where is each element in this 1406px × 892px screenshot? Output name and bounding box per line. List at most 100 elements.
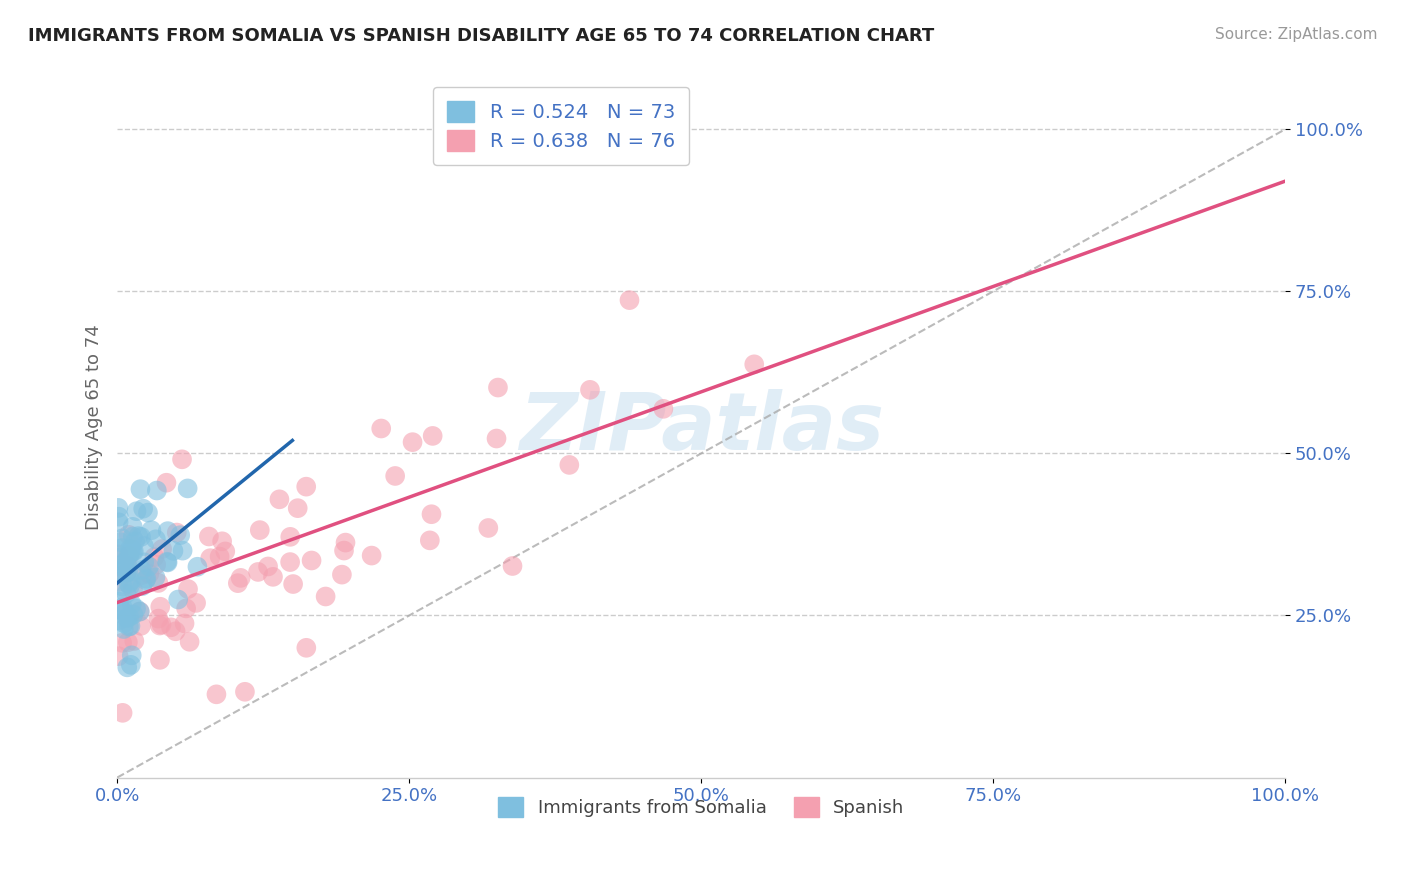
- Point: [166, 525, 188, 540]
- Point: [229, 571, 252, 585]
- Point: [121, 520, 143, 534]
- Point: [384, 469, 406, 483]
- Point: [115, 566, 138, 580]
- Point: [107, 649, 129, 664]
- Point: [125, 504, 148, 518]
- Point: [179, 634, 201, 648]
- Point: [155, 475, 177, 490]
- Point: [107, 516, 129, 530]
- Point: [269, 492, 291, 507]
- Point: [108, 509, 131, 524]
- Point: [118, 549, 141, 563]
- Point: [122, 544, 145, 558]
- Point: [177, 582, 200, 596]
- Point: [176, 482, 198, 496]
- Point: [295, 480, 318, 494]
- Point: [156, 556, 179, 570]
- Point: [112, 622, 135, 636]
- Point: [121, 648, 143, 663]
- Point: [149, 599, 172, 614]
- Point: [124, 634, 146, 648]
- Point: [226, 576, 249, 591]
- Point: [115, 558, 138, 572]
- Point: [184, 596, 207, 610]
- Point: [156, 524, 179, 538]
- Point: [131, 563, 153, 577]
- Point: [486, 380, 509, 394]
- Point: [120, 657, 142, 672]
- Point: [419, 533, 441, 548]
- Point: [148, 612, 170, 626]
- Point: [145, 558, 167, 572]
- Point: [149, 653, 172, 667]
- Point: [143, 550, 166, 565]
- Point: [111, 532, 134, 546]
- Text: IMMIGRANTS FROM SOMALIA VS SPANISH DISABILITY AGE 65 TO 74 CORRELATION CHART: IMMIGRANTS FROM SOMALIA VS SPANISH DISAB…: [28, 27, 935, 45]
- Legend: Immigrants from Somalia, Spanish: Immigrants from Somalia, Spanish: [491, 790, 911, 824]
- Point: [174, 601, 197, 615]
- Point: [145, 570, 167, 584]
- Point: [249, 523, 271, 537]
- Point: [127, 529, 149, 543]
- Point: [558, 458, 581, 472]
- Y-axis label: Disability Age 65 to 74: Disability Age 65 to 74: [86, 325, 103, 531]
- Point: [135, 573, 157, 587]
- Point: [115, 566, 138, 580]
- Point: [118, 528, 141, 542]
- Point: [148, 576, 170, 591]
- Point: [107, 613, 129, 627]
- Point: [333, 543, 356, 558]
- Point: [117, 635, 139, 649]
- Point: [120, 619, 142, 633]
- Point: [136, 506, 159, 520]
- Point: [173, 616, 195, 631]
- Point: [160, 620, 183, 634]
- Point: [149, 618, 172, 632]
- Point: [150, 541, 173, 556]
- Point: [114, 606, 136, 620]
- Point: [128, 605, 150, 619]
- Point: [107, 574, 129, 589]
- Point: [170, 452, 193, 467]
- Point: [108, 566, 131, 580]
- Point: [129, 482, 152, 496]
- Point: [281, 577, 304, 591]
- Point: [233, 685, 256, 699]
- Point: [115, 586, 138, 600]
- Point: [138, 566, 160, 581]
- Point: [370, 421, 392, 435]
- Point: [315, 590, 337, 604]
- Point: [335, 535, 357, 549]
- Point: [278, 530, 301, 544]
- Point: [167, 592, 190, 607]
- Point: [117, 566, 139, 580]
- Point: [141, 523, 163, 537]
- Point: [117, 559, 139, 574]
- Point: [502, 559, 524, 574]
- Point: [115, 611, 138, 625]
- Point: [247, 565, 270, 579]
- Point: [156, 555, 179, 569]
- Point: [301, 553, 323, 567]
- Point: [146, 483, 169, 498]
- Point: [360, 549, 382, 563]
- Point: [120, 547, 142, 561]
- Point: [129, 619, 152, 633]
- Point: [107, 500, 129, 515]
- Point: [401, 435, 423, 450]
- Point: [118, 579, 141, 593]
- Point: [129, 530, 152, 544]
- Point: [111, 636, 134, 650]
- Point: [107, 550, 129, 565]
- Point: [132, 501, 155, 516]
- Point: [118, 619, 141, 633]
- Point: [118, 610, 141, 624]
- Point: [420, 507, 443, 521]
- Point: [120, 574, 142, 588]
- Point: [162, 544, 184, 558]
- Point: [205, 687, 228, 701]
- Point: [121, 544, 143, 558]
- Point: [121, 597, 143, 611]
- Point: [169, 528, 191, 542]
- Point: [111, 600, 134, 615]
